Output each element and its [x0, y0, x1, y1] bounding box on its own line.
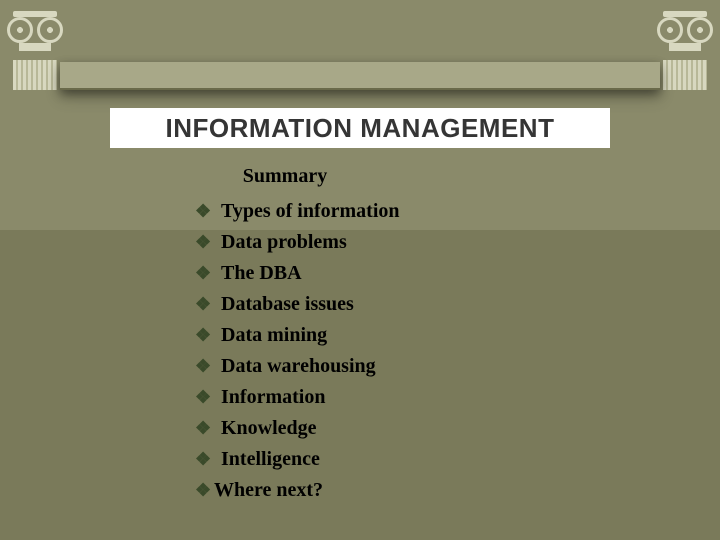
bullet-text: The DBA: [221, 258, 302, 289]
bullet-text: Data mining: [221, 320, 327, 351]
bullet-item: ❖ Database issues: [195, 289, 595, 320]
shaft-left: [13, 60, 57, 90]
diamond-bullet-icon: ❖: [195, 384, 213, 412]
bullet-text: Information: [221, 382, 325, 413]
lintel-bar: [60, 62, 660, 90]
bullet-item: ❖ The DBA: [195, 258, 595, 289]
capital-left: [0, 0, 70, 60]
bullet-item: ❖Where next?: [195, 475, 595, 506]
bullet-item: ❖ Data mining: [195, 320, 595, 351]
bullet-item: ❖ Types of information: [195, 196, 595, 227]
bullet-item: ❖ Information: [195, 382, 595, 413]
content-area: Summary ❖Types of information❖Data probl…: [195, 165, 595, 506]
capital-right: [650, 0, 720, 60]
diamond-bullet-icon: ❖: [195, 446, 213, 474]
shaft-right: [663, 60, 707, 90]
bullet-item: ❖ Intelligence: [195, 444, 595, 475]
diamond-bullet-icon: ❖: [195, 415, 213, 443]
bullet-text: Data problems: [221, 227, 347, 258]
bullet-text: Database issues: [221, 289, 354, 320]
diamond-bullet-icon: ❖: [195, 260, 213, 288]
bullet-item: ❖ Knowledge: [195, 413, 595, 444]
ionic-column-right: [650, 0, 720, 90]
bullet-text: Intelligence: [221, 444, 320, 475]
bullet-text: Data warehousing: [221, 351, 376, 382]
bullet-text: Knowledge: [221, 413, 317, 444]
diamond-bullet-icon: ❖: [195, 229, 213, 257]
column-decoration: [0, 0, 720, 90]
diamond-bullet-icon: ❖: [195, 291, 213, 319]
bullet-item: ❖ Data warehousing: [195, 351, 595, 382]
slide-title: INFORMATION MANAGEMENT: [166, 113, 555, 144]
bullet-text: Where next?: [214, 475, 323, 506]
title-box: INFORMATION MANAGEMENT: [110, 108, 610, 148]
diamond-bullet-icon: ❖: [195, 353, 213, 381]
summary-heading: Summary: [155, 165, 415, 188]
diamond-bullet-icon: ❖: [195, 322, 213, 350]
bullet-item: ❖ Data problems: [195, 227, 595, 258]
bullet-list: ❖ Types of information ❖ Data problems ❖ The …: [195, 196, 595, 506]
bullet-text: Types of information: [221, 196, 400, 227]
diamond-bullet-icon: ❖: [195, 477, 213, 505]
diamond-bullet-icon: ❖: [195, 198, 213, 226]
